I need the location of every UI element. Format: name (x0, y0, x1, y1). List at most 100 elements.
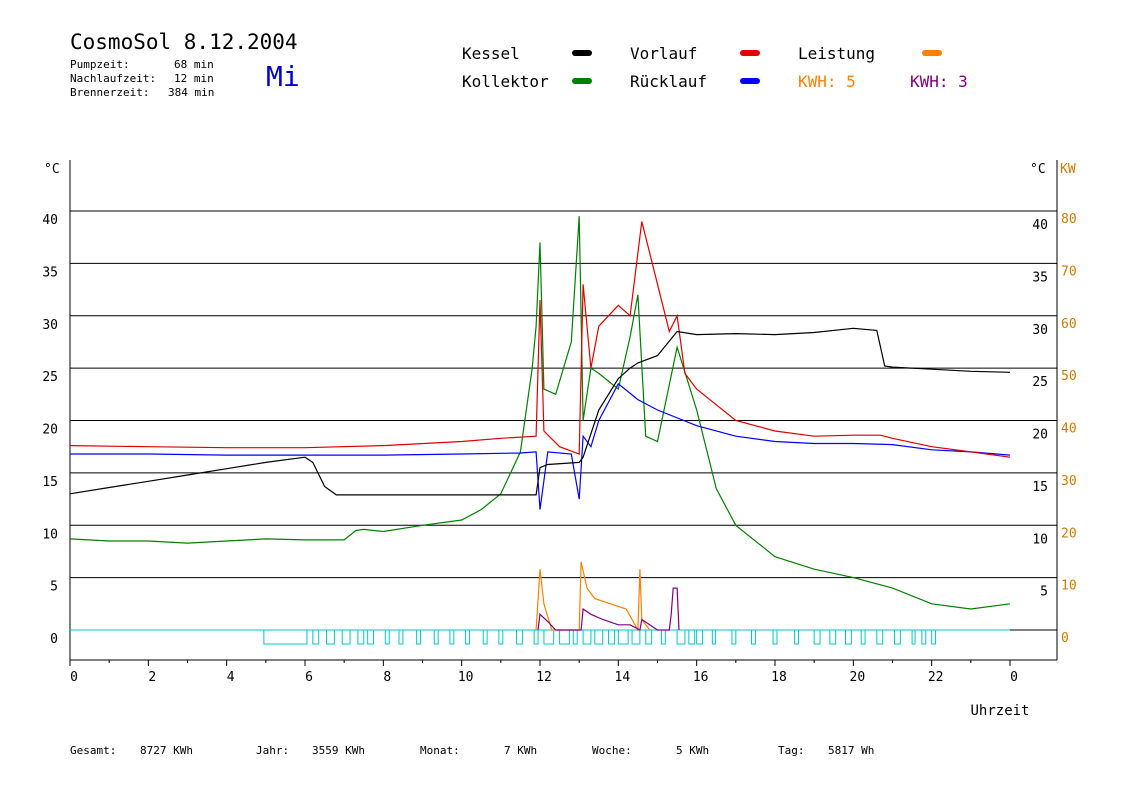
pump-block (911, 629, 916, 645)
series-line-kollektor (69, 216, 1011, 610)
pump-block (772, 629, 778, 645)
y-right2-tick-label: 40 (1061, 422, 1077, 437)
pump-block (676, 629, 686, 645)
x-tick-label: 0 (1010, 670, 1018, 685)
y-left-tick-label: 25 (42, 370, 58, 385)
pump-block (931, 629, 937, 645)
y-left-tick-label: 30 (42, 318, 58, 333)
y-right2-tick-label: 80 (1061, 212, 1077, 227)
y-left-tick-label: 20 (42, 423, 58, 438)
pump-block (660, 629, 666, 645)
pump-block (711, 629, 716, 645)
footer-woche-label: Woche: (592, 744, 632, 757)
pump-block (559, 629, 570, 645)
pump-block (860, 629, 866, 645)
y-right-tick-label: 40 (1032, 218, 1048, 233)
pump-block (582, 629, 592, 645)
legend-kessel-label: Kessel (462, 44, 520, 63)
y-left-tick-label: 0 (50, 632, 58, 647)
stat-label-brennerzeit: Brennerzeit: (70, 86, 150, 99)
pump-block (516, 629, 523, 645)
stat-value-pumpzeit: 68 min (174, 58, 214, 71)
chart-title: CosmoSol 8.12.2004 (70, 30, 298, 54)
stat-value-nachlaufzeit: 12 min (174, 72, 214, 85)
footer-tag-label: Tag: (778, 744, 805, 757)
legend-leistung-label: Leistung (798, 44, 876, 63)
pump-block (731, 629, 737, 645)
y-left-tick-label: 15 (42, 475, 58, 490)
x-tick-label: 10 (458, 670, 474, 685)
x-tick-label: 20 (850, 670, 866, 685)
legend-kwh1-label: KWH: 5 (798, 72, 856, 91)
pump-block (533, 629, 539, 645)
legend-kessel-swatch (572, 50, 592, 56)
power-line-kwh2 (537, 587, 680, 631)
pump-block (617, 629, 629, 645)
x-tick-label: 22 (928, 670, 944, 685)
footer-jahr-value: 3559 KWh (312, 744, 365, 757)
footer-gesamt-label: Gesamt: (70, 744, 117, 757)
y-right-tick-label: 30 (1032, 323, 1048, 338)
pump-block (645, 629, 653, 645)
y-right2-tick-label: 30 (1061, 474, 1077, 489)
y-right-tick-label: 20 (1032, 428, 1048, 443)
pump-block (433, 629, 439, 645)
footer-tag-value: 5817 Wh (828, 744, 875, 757)
y-right2-tick-label: 70 (1061, 264, 1077, 279)
power-line-leistung (535, 561, 651, 633)
y-left-tick-label: 40 (42, 213, 58, 228)
legend-kwh2-label: KWH: 3 (910, 72, 968, 91)
x-tick-label: 4 (227, 670, 235, 685)
x-tick-label: 12 (536, 670, 552, 685)
series-line-kessel (69, 327, 1011, 496)
y-left-tick-label: 35 (42, 265, 58, 280)
pump-block (572, 629, 578, 645)
series-line-vorlauf (69, 221, 1011, 458)
pump-block (893, 629, 901, 645)
footer-jahr-label: Jahr: (256, 744, 290, 757)
pump-block (608, 629, 615, 645)
y-right2-tick-label: 60 (1061, 317, 1077, 332)
pump-block (326, 629, 335, 645)
stat-label-nachlaufzeit: Nachlaufzeit: (70, 72, 157, 85)
pump-block (384, 629, 390, 645)
pump-block (794, 629, 799, 645)
pump-block (543, 629, 555, 645)
legend-ruecklauf-swatch (740, 78, 760, 84)
pump-block (465, 629, 471, 645)
pump-block (829, 629, 837, 645)
stat-value-brennerzeit: 384 min (168, 86, 215, 99)
footer-woche-value: 5 KWh (676, 744, 710, 757)
y-right2-unit-label: KW (1060, 162, 1076, 177)
y-left-tick-label: 5 (50, 580, 58, 595)
pump-block (751, 629, 756, 645)
footer-gesamt-value: 8727 KWh (140, 744, 193, 757)
pump-block (312, 629, 320, 645)
y-right-tick-label: 15 (1032, 480, 1048, 495)
pump-block (449, 629, 455, 645)
series-line-ruecklauf (70, 382, 1011, 510)
pump-block (398, 629, 404, 645)
x-axis-label: Uhrzeit (970, 703, 1029, 719)
pump-block (688, 629, 696, 645)
weekday-label: Mi (266, 60, 300, 93)
x-tick-label: 16 (693, 670, 709, 685)
pump-block (482, 629, 488, 645)
x-tick-label: 18 (771, 670, 787, 685)
y-right-unit-label: °C (1030, 162, 1046, 177)
y-right2-tick-label: 20 (1061, 526, 1077, 541)
pump-block (416, 629, 422, 645)
legend-vorlauf-swatch (740, 50, 760, 56)
pump-block (631, 629, 641, 645)
pump-block (357, 629, 365, 645)
pump-block (341, 629, 351, 645)
legend-kollektor-label: Kollektor (462, 72, 549, 91)
legend-leistung-swatch (922, 50, 942, 56)
pump-block (367, 629, 375, 645)
y-right2-tick-label: 50 (1061, 369, 1077, 384)
y-right2-tick-label: 10 (1061, 579, 1077, 594)
footer-monat-label: Monat: (420, 744, 460, 757)
pump-block (813, 629, 821, 645)
y-left-unit-label: °C (44, 162, 60, 177)
